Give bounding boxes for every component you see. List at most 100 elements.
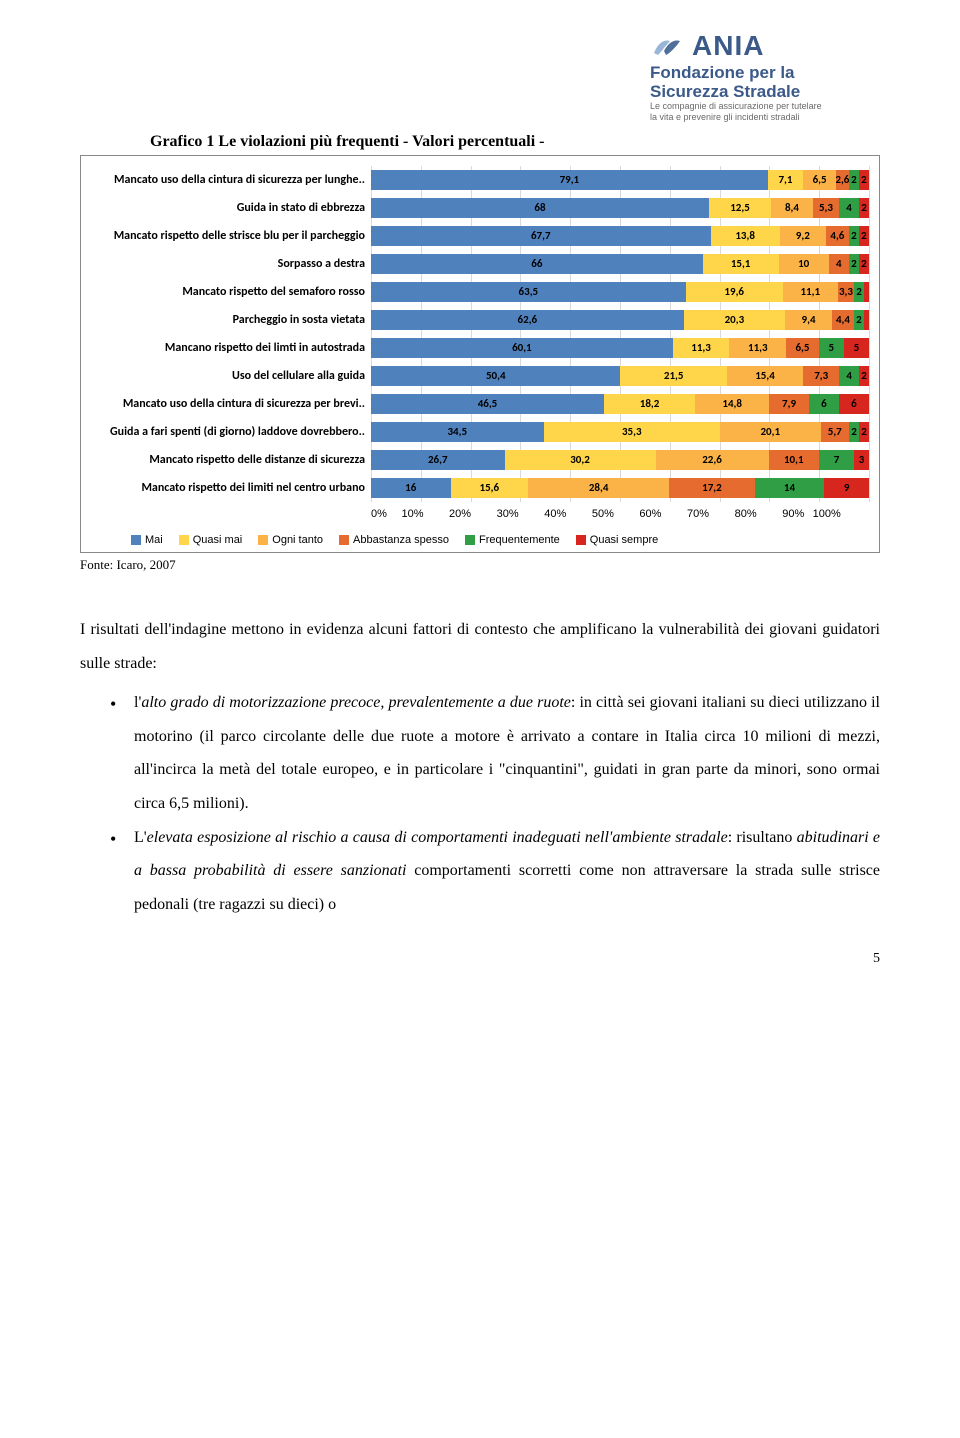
chart-row-bar-area: 67,713,89,24,622 xyxy=(371,222,869,250)
chart-bar-stack: 63,519,611,13,32 xyxy=(371,282,869,302)
chart-segment: 2 xyxy=(854,310,864,330)
logo-tagline-1: Le compagnie di assicurazione per tutela… xyxy=(650,101,880,112)
legend-label: Quasi mai xyxy=(193,534,243,546)
chart-bar-stack: 79,17,16,52,622 xyxy=(371,170,869,190)
chart-row: Mancato rispetto delle distanze di sicur… xyxy=(91,446,869,474)
chart-segment: 9,4 xyxy=(785,310,832,330)
chart-segment: 2 xyxy=(859,198,869,218)
legend-swatch-icon xyxy=(576,535,586,545)
chart-source: Fonte: Icaro, 2007 xyxy=(80,557,880,573)
chart-segment: 46,5 xyxy=(371,394,604,414)
chart-segment: 11,1 xyxy=(783,282,838,302)
logo-brand: ANIA xyxy=(692,30,764,62)
chart-segment: 4 xyxy=(839,366,859,386)
chart-segment: 68 xyxy=(371,198,709,218)
axis-tick-label: 50% xyxy=(592,508,614,528)
chart-segment: 2 xyxy=(859,254,869,274)
chart-row: Mancato rispetto delle strisce blu per i… xyxy=(91,222,869,250)
chart-segment: 60,1 xyxy=(371,338,673,358)
chart-segment: 7,3 xyxy=(803,366,839,386)
chart-row-label: Mancato uso della cintura di sicurezza p… xyxy=(91,397,371,411)
chart-segment: 5,7 xyxy=(821,422,850,442)
chart-segment: 8,4 xyxy=(771,198,813,218)
chart-x-axis: 0%10%20%30%40%50%60%70%80%90%100% xyxy=(91,508,869,528)
chart-segment: 20,3 xyxy=(684,310,785,330)
chart-segment: 79,1 xyxy=(371,170,768,190)
legend-label: Abbastanza spesso xyxy=(353,534,449,546)
chart-row-label: Mancato uso della cintura di sicurezza p… xyxy=(91,173,371,187)
chart-segment: 15,4 xyxy=(727,366,803,386)
chart-segment: 2 xyxy=(859,366,869,386)
logo-subtitle-1: Fondazione per la xyxy=(650,64,880,83)
chart-bar-stack: 60,111,311,36,555 xyxy=(371,338,869,358)
ania-logo: ANIA Fondazione per la Sicurezza Stradal… xyxy=(650,30,880,123)
chart-segment: 4,6 xyxy=(826,226,849,246)
chart-row-label: Mancato rispetto dei limiti nel centro u… xyxy=(91,481,371,495)
chart-row-label: Mancato rispetto del semaforo rosso xyxy=(91,285,371,299)
chart-segment: 22,6 xyxy=(656,450,769,470)
chart-row-label: Guida a fari spenti (di giorno) laddove … xyxy=(91,425,371,439)
chart-row-bar-area: 62,620,39,44,42 xyxy=(371,306,869,334)
chart-row-label: Parcheggio in sosta vietata xyxy=(91,313,371,327)
axis-tick-label: 90% xyxy=(782,508,804,528)
body-text: I risultati dell'indagine mettono in evi… xyxy=(80,613,880,921)
chart-segment: 20,1 xyxy=(720,422,821,442)
chart-segment: 11,3 xyxy=(673,338,730,358)
chart-segment: 2 xyxy=(859,170,869,190)
chart-segment: 7,1 xyxy=(768,170,804,190)
chart-segment: 4 xyxy=(829,254,849,274)
chart-bar-stack: 46,518,214,87,966 xyxy=(371,394,869,414)
chart-segment: 2 xyxy=(854,282,864,302)
chart-segment: 2 xyxy=(849,254,859,274)
logo-tagline-2: la vita e prevenire gli incidenti strada… xyxy=(650,112,880,123)
chart-segment xyxy=(864,310,869,330)
chart-segment: 6,5 xyxy=(786,338,819,358)
legend-swatch-icon xyxy=(258,535,268,545)
logo-ribbon-icon xyxy=(650,33,684,59)
chart-bar-stack: 6812,58,45,342 xyxy=(371,198,869,218)
chart-row-label: Mancato rispetto delle strisce blu per i… xyxy=(91,229,371,243)
chart-row: Guida in stato di ebbrezza6812,58,45,342 xyxy=(91,194,869,222)
chart-row-bar-area: 26,730,222,610,173 xyxy=(371,446,869,474)
chart-row: Mancano rispetto dei limti in autostrada… xyxy=(91,334,869,362)
chart-legend: MaiQuasi maiOgni tantoAbbastanza spessoF… xyxy=(91,534,869,546)
legend-label: Frequentemente xyxy=(479,534,560,546)
chart-segment: 6 xyxy=(809,394,839,414)
chart-segment: 2,6 xyxy=(836,170,849,190)
header-logo-area: ANIA Fondazione per la Sicurezza Stradal… xyxy=(80,30,880,123)
chart-bar-stack: 34,535,320,15,722 xyxy=(371,422,869,442)
chart-bar-stack: 67,713,89,24,622 xyxy=(371,226,869,246)
chart-segment: 5 xyxy=(844,338,869,358)
chart-segment: 12,5 xyxy=(709,198,771,218)
chart-row-label: Mancato rispetto delle distanze di sicur… xyxy=(91,453,371,467)
chart-segment: 9,2 xyxy=(780,226,826,246)
chart-bar-stack: 62,620,39,44,42 xyxy=(371,310,869,330)
chart-row-bar-area: 1615,628,417,2149 xyxy=(371,474,869,502)
chart-segment: 3,3 xyxy=(838,282,854,302)
chart-segment: 13,8 xyxy=(711,226,780,246)
chart-segment: 6 xyxy=(839,394,869,414)
chart-row-bar-area: 79,17,16,52,622 xyxy=(371,166,869,194)
chart-segment: 3 xyxy=(854,450,869,470)
chart-row-label: Sorpasso a destra xyxy=(91,257,371,271)
chart-bar-stack: 26,730,222,610,173 xyxy=(371,450,869,470)
chart-bar-stack: 50,421,515,47,342 xyxy=(371,366,869,386)
chart-row-bar-area: 46,518,214,87,966 xyxy=(371,390,869,418)
legend-label: Ogni tanto xyxy=(272,534,323,546)
chart-segment: 63,5 xyxy=(371,282,686,302)
chart-segment: 5,3 xyxy=(813,198,839,218)
legend-label: Quasi sempre xyxy=(590,534,658,546)
chart-segment: 10,1 xyxy=(769,450,820,470)
chart-segment: 16 xyxy=(371,478,451,498)
chart-row-bar-area: 63,519,611,13,32 xyxy=(371,278,869,306)
chart-row-label: Mancano rispetto dei limti in autostrada xyxy=(91,341,371,355)
chart-segment: 7,9 xyxy=(769,394,809,414)
chart-segment: 34,5 xyxy=(371,422,544,442)
bullet-1: l'alto grado di motorizzazione precoce, … xyxy=(110,686,880,820)
chart-segment: 2 xyxy=(849,422,859,442)
chart-segment: 26,7 xyxy=(371,450,505,470)
chart-segment: 11,3 xyxy=(729,338,786,358)
chart-bar-stack: 6615,110422 xyxy=(371,254,869,274)
legend-swatch-icon xyxy=(465,535,475,545)
chart-title: Grafico 1 Le violazioni più frequenti - … xyxy=(150,133,880,151)
